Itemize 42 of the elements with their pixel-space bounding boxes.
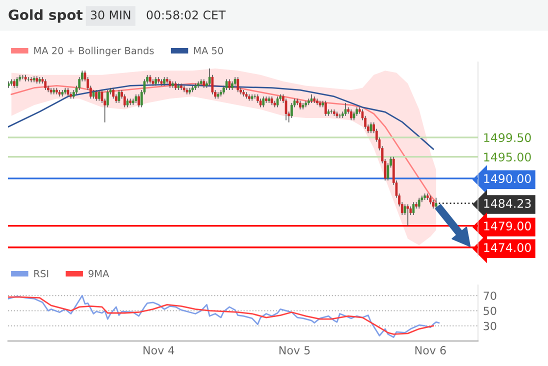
y-tick-label: 30 — [484, 322, 496, 330]
candlestick — [284, 98, 288, 121]
y-tick-label: 1490.00 — [484, 174, 531, 184]
candlestick — [112, 87, 114, 100]
candlestick — [228, 78, 231, 90]
y-tick-label: 1495.00 — [484, 152, 531, 162]
candlestick — [44, 78, 47, 90]
candlestick — [95, 90, 98, 102]
y-tick-label: 1479.00 — [484, 222, 531, 230]
candlestick — [236, 76, 240, 93]
candlestick — [123, 94, 126, 108]
chart-subtitle: 30 MIN — [90, 10, 130, 20]
candlestick — [138, 94, 140, 108]
x-tick-label: Nov 4 — [144, 346, 174, 354]
legend-label: 9MA — [88, 270, 110, 278]
candlestick — [412, 202, 415, 216]
candlestick — [225, 78, 228, 90]
y-tick-label: 1474.00 — [484, 243, 531, 252]
candlestick — [118, 90, 120, 104]
candlestick — [208, 68, 211, 86]
candlestick — [350, 109, 352, 121]
candlestick — [98, 90, 100, 102]
y-tick-label: 50 — [484, 306, 496, 316]
chart-title: Gold spot — [8, 9, 83, 23]
candlestick — [16, 76, 18, 88]
legend-label: RSI — [34, 270, 48, 278]
legend-label: MA 20 + Bollinger Bands — [34, 46, 154, 56]
y-tick-label: 70 — [484, 292, 496, 300]
candlestick — [406, 204, 409, 226]
candlestick — [418, 197, 420, 209]
candlestick — [290, 102, 293, 118]
x-tick-label: Nov 6 — [415, 346, 446, 354]
y-tick-label: 1499.50 — [484, 133, 531, 142]
candlestick — [262, 96, 265, 108]
candlestick — [370, 122, 372, 134]
y-tick-label: 1484.23 — [484, 199, 531, 208]
candlestick — [324, 100, 327, 116]
text: 00:58:02 CET — [146, 10, 226, 20]
candlestick — [344, 102, 347, 116]
x-tick-label: Nov 5 — [279, 346, 310, 354]
candlestick — [276, 96, 279, 108]
legend-label: MA 50 — [194, 46, 223, 54]
